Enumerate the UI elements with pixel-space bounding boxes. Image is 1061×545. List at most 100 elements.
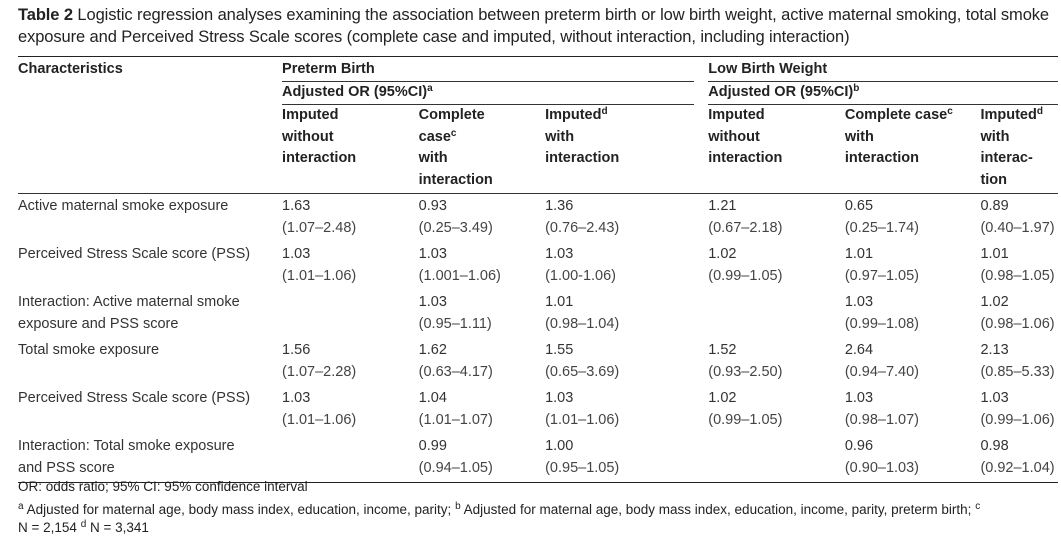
table-cell: 0.96 (0.90–1.03)	[844, 434, 981, 483]
odds-ratio: 1.01	[545, 294, 574, 310]
row-label-line: and PSS score	[18, 459, 115, 476]
footnote-superscripts: a Adjusted for maternal age, body mass i…	[18, 500, 981, 535]
odds-ratio: 1.03	[844, 294, 874, 310]
row-label-line: Interaction: Active maternal smoke	[18, 294, 240, 310]
confidence-interval: (0.67–2.18)	[708, 219, 783, 236]
confidence-interval: (0.85–5.33)	[980, 363, 1055, 380]
odds-ratio: 0.99	[418, 438, 447, 454]
table-cell: 1.36 (0.76–2.43)	[545, 194, 708, 243]
table-cell: 0.99 (0.94–1.05)	[418, 434, 546, 483]
odds-ratio: 0.98	[980, 438, 1009, 454]
confidence-interval: (1.001–1.06)	[418, 267, 501, 284]
row-label-line: exposure and PSS score	[18, 315, 179, 332]
header-group-preterm: Preterm Birth	[282, 59, 708, 82]
header-row-adjusted: Adjusted OR (95%CI)a Adjusted OR (95%CI)…	[18, 82, 1058, 105]
row-label: Interaction: Total smoke exposure and PSS…	[18, 434, 283, 483]
table-body: Active maternal smoke exposure 1.63 (1.07–…	[18, 194, 1058, 483]
odds-ratio: 1.02	[708, 246, 737, 262]
confidence-interval: (0.99–1.05)	[708, 411, 783, 428]
footnote-a: Adjusted for maternal age, body mass ind…	[26, 501, 452, 517]
table-cell: 1.62 (0.63–4.17)	[419, 338, 545, 386]
confidence-interval: (0.94–7.40)	[844, 363, 920, 380]
regression-table: Characteristics Preterm Birth Low Birth …	[18, 59, 1058, 483]
confidence-interval: (0.63–4.17)	[418, 363, 493, 380]
confidence-interval: (1.00-1.06)	[545, 267, 617, 284]
header-row-columns: Imputed without interaction Complete cas…	[18, 105, 1058, 194]
confidence-interval: (0.25–1.74)	[844, 219, 920, 236]
odds-ratio: 1.03	[980, 390, 1009, 406]
confidence-interval: (0.95–1.05)	[545, 459, 620, 476]
header-adjusted-preterm-label: Adjusted OR (95%CI)	[282, 83, 428, 100]
odds-ratio: 0.96	[844, 438, 874, 454]
row-label: Perceived Stress Scale score (PSS)	[18, 242, 282, 290]
confidence-interval: (0.98–1.06)	[980, 315, 1055, 332]
col-header-lbw-imputed-without: Imputed without interaction	[708, 105, 845, 194]
table-cell: 1.03 (0.99–1.08)	[845, 290, 981, 338]
odds-ratio: 1.02	[708, 390, 737, 406]
confidence-interval: (1.01–1.06)	[545, 411, 620, 428]
table-cell: 2.13 (0.85–5.33)	[980, 338, 1058, 386]
confidence-interval: (1.01–1.06)	[282, 267, 357, 284]
col-header-lbw-imputed-with: Imputedd with interac- tion	[980, 105, 1058, 194]
header-characteristics: Characteristics	[18, 61, 123, 77]
table-cell: 1.02 (0.99–1.05)	[708, 386, 845, 434]
row-label: Total smoke exposure	[18, 338, 282, 386]
odds-ratio: 1.03	[545, 390, 574, 406]
table-cell: 1.04 (1.01–1.07)	[419, 386, 545, 434]
confidence-interval: (0.25–3.49)	[418, 219, 493, 236]
confidence-interval: (0.97–1.05)	[844, 267, 920, 284]
odds-ratio: 1.01	[980, 246, 1009, 262]
col-header-pb-imputed-without: Imputed without interaction	[282, 105, 419, 194]
table-cell: 1.21 (0.67–2.18)	[708, 194, 845, 243]
odds-ratio: 1.00	[545, 438, 574, 454]
table-cell: 1.63 (1.07–2.48)	[282, 194, 419, 243]
table-cell: 1.03 (0.95–1.11)	[419, 290, 545, 338]
header-adjusted-lbw-sup: b	[853, 82, 860, 94]
col-header-pb-complete-with: Complete casec with interaction	[418, 105, 546, 194]
footnote-b: Adjusted for maternal age, body mass ind…	[463, 501, 972, 517]
table-cell: 0.89 (0.40–1.97)	[980, 194, 1058, 243]
table-caption-label: Table 2	[18, 6, 73, 24]
confidence-interval: (1.07–2.28)	[282, 363, 357, 380]
odds-ratio: 2.13	[980, 342, 1009, 358]
row-label: Perceived Stress Scale score (PSS)	[18, 386, 282, 434]
table-cell: 1.00 (0.95–1.05)	[545, 434, 709, 483]
header-adjusted-lbw: Adjusted OR (95%CI)b	[708, 82, 1058, 105]
header-adjusted-preterm-sup: a	[427, 82, 433, 94]
row-label-line: Perceived Stress Scale score (PSS)	[18, 390, 251, 406]
table-cell: 1.03 (1.001–1.06)	[419, 242, 545, 290]
table-footnotes: OR: odds ratio; 95% CI: 95% confidence i…	[18, 478, 1058, 542]
odds-ratio: 0.93	[418, 198, 447, 214]
table-cell	[708, 434, 845, 483]
table-row: Active maternal smoke exposure 1.63 (1.07–…	[18, 194, 1058, 243]
header-group-preterm-label: Preterm Birth	[282, 59, 695, 82]
row-label-line: Active maternal smoke exposure	[18, 198, 229, 214]
confidence-interval: (1.07–2.48)	[282, 219, 357, 236]
confidence-interval: (0.95–1.11)	[418, 315, 492, 332]
footnote-d: N = 3,341	[90, 520, 149, 535]
odds-ratio: 1.03	[418, 246, 447, 262]
header-group-lbw: Low Birth Weight	[708, 59, 1058, 82]
confidence-interval: (0.98–1.07)	[844, 411, 920, 428]
table-cell: 0.93 (0.25–3.49)	[419, 194, 545, 243]
confidence-interval: (0.93–2.50)	[708, 363, 783, 380]
confidence-interval: (0.65–3.69)	[545, 363, 620, 380]
odds-ratio: 1.02	[980, 294, 1009, 310]
odds-ratio: 1.03	[418, 294, 447, 310]
confidence-interval: (0.99–1.06)	[980, 411, 1055, 428]
col-header-pb-imputed-with: Imputedd with interaction	[545, 105, 709, 194]
table-cell	[708, 290, 845, 338]
table-row: Interaction: Total smoke exposure and PSS…	[18, 434, 1058, 483]
odds-ratio: 0.65	[844, 198, 874, 214]
table-row: Perceived Stress Scale score (PSS) 1.03 (1…	[18, 386, 1058, 434]
table-cell: 0.65 (0.25–1.74)	[845, 194, 981, 243]
odds-ratio: 1.03	[282, 390, 311, 406]
table-cell: 0.98 (0.92–1.04)	[980, 434, 1058, 483]
footnote-abbreviations: OR: odds ratio; 95% CI: 95% confidence i…	[18, 479, 308, 494]
table-cell: 1.02 (0.98–1.06)	[980, 290, 1058, 338]
table-cell: 1.01 (0.97–1.05)	[845, 242, 981, 290]
table-row: Total smoke exposure 1.56 (1.07–2.28) 1.62 (…	[18, 338, 1058, 386]
table-cell	[282, 434, 419, 483]
table-caption-text: Logistic regression analyses examining t…	[18, 6, 1049, 46]
header-group-lbw-label: Low Birth Weight	[708, 59, 1058, 82]
